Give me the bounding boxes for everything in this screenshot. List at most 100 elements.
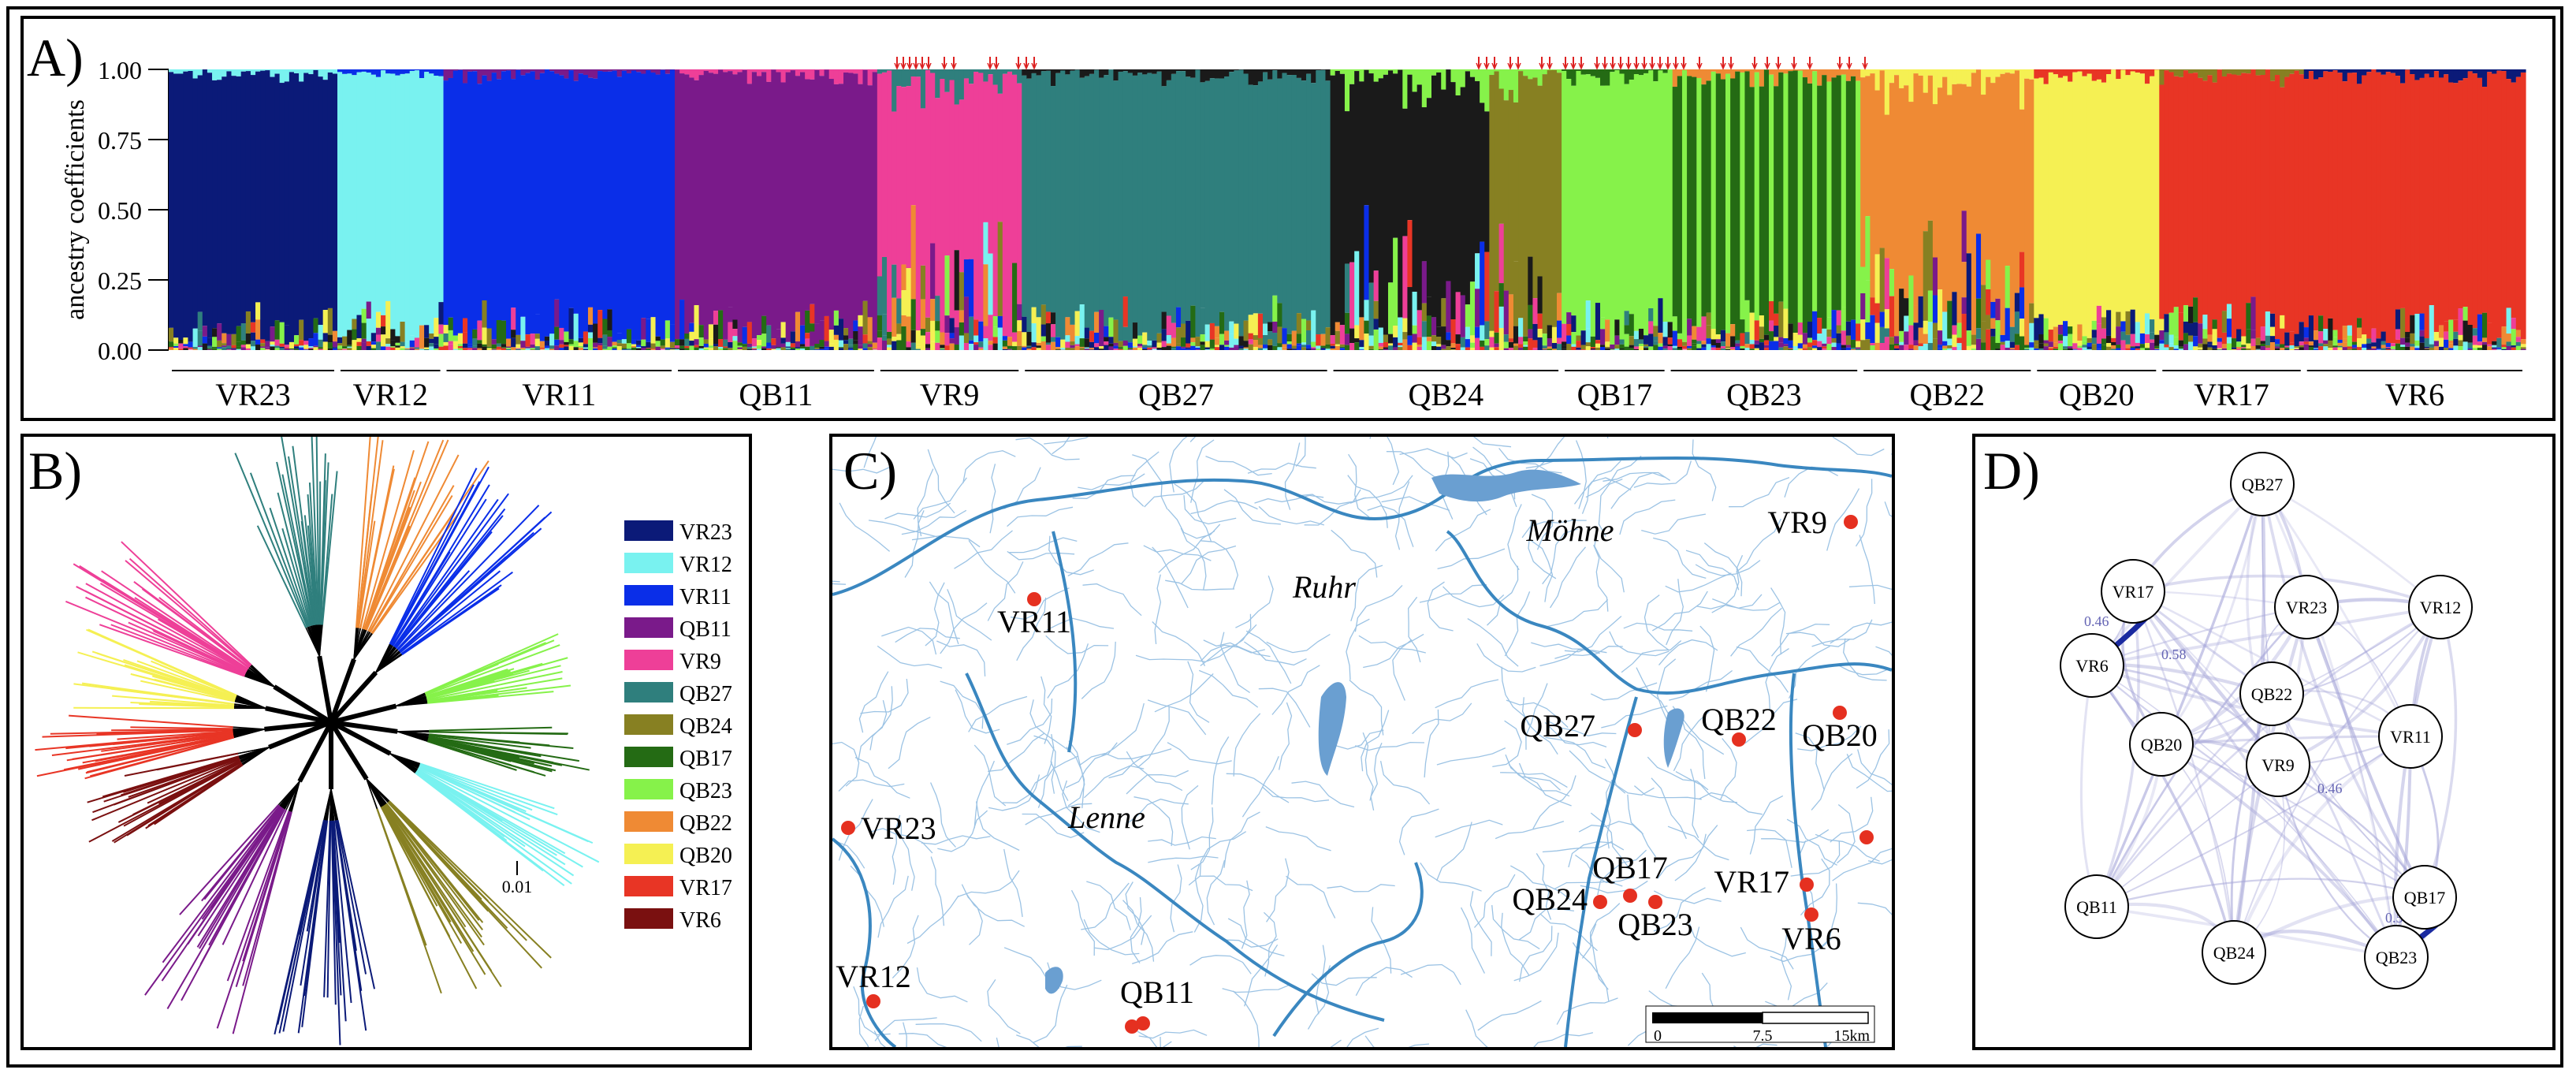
tree-tip-branch: [147, 763, 244, 827]
ancestry-bar-segment: [1600, 317, 1606, 330]
ancestry-bar-segment: [1079, 338, 1085, 347]
ancestry-bar-segment: [2313, 69, 2319, 80]
ancestry-bar-segment: [491, 339, 497, 345]
ancestry-bar-segment: [1874, 303, 1881, 323]
ancestry-bar-segment: [1398, 342, 1403, 346]
ancestry-bar-segment: [197, 347, 203, 350]
ancestry-bar-segment: [2284, 348, 2290, 350]
ancestry-bar-segment: [2381, 341, 2387, 345]
tree-tip-branch: [84, 590, 247, 673]
ancestry-bar-segment: [1002, 346, 1008, 349]
ancestry-bar-segment: [1416, 310, 1423, 337]
ancestry-bar-segment: [1045, 342, 1052, 345]
stream: [1633, 460, 1692, 488]
ancestry-bar-segment: [559, 69, 564, 76]
stream: [1007, 698, 1053, 745]
ancestry-bar-segment: [737, 69, 743, 73]
ancestry-bar-segment: [2120, 340, 2127, 348]
ancestry-bar-segment: [2390, 73, 2396, 344]
ancestry-bar-segment: [2294, 70, 2300, 334]
ancestry-bar-segment: [342, 346, 348, 349]
ancestry-bar-segment: [2347, 325, 2353, 336]
ancestry-bar-segment: [602, 69, 609, 72]
ancestry-bar-segment: [549, 69, 555, 72]
ancestry-bar-segment: [1012, 346, 1018, 350]
ancestry-bar-segment: [299, 340, 304, 346]
tree-tip-branch: [393, 493, 509, 648]
ancestry-bar-segment: [1359, 340, 1365, 348]
tree-tip-branch: [92, 757, 240, 814]
ancestry-bar-segment: [641, 318, 646, 340]
ancestry-bar-segment: [236, 348, 242, 350]
ancestry-bar-segment: [573, 80, 579, 314]
y-tick-label: 0.00: [98, 337, 142, 365]
ancestry-bar-segment: [1079, 69, 1085, 78]
ancestry-bar-segment: [2371, 346, 2377, 348]
ancestry-bar-segment: [1879, 342, 1885, 350]
tree-tip-branch: [392, 498, 487, 647]
stream: [1509, 865, 1572, 901]
ancestry-bar-segment: [1012, 263, 1018, 333]
ancestry-bar-segment: [2501, 348, 2507, 350]
ancestry-bar-segment: [375, 334, 382, 342]
ancestry-bar-segment: [554, 345, 560, 350]
ancestry-bar-segment: [1272, 345, 1278, 350]
ancestry-bar-segment: [2496, 347, 2503, 349]
ancestry-bar-segment: [2232, 338, 2237, 348]
ancestry-bar-segment: [265, 348, 271, 350]
ancestry-bar-segment: [2318, 77, 2324, 316]
ancestry-bar-segment: [2453, 319, 2459, 332]
ancestry-bar-segment: [221, 343, 227, 346]
sample-arrow-head: [1641, 62, 1647, 70]
ancestry-bar-segment: [1870, 297, 1876, 315]
ancestry-bar-segment: [1093, 347, 1100, 350]
ancestry-bar-segment: [1971, 348, 1977, 350]
ancestry-bar-segment: [544, 69, 550, 337]
ancestry-bar-segment: [313, 345, 319, 348]
ancestry-bar-segment: [2111, 341, 2116, 345]
ancestry-bar-segment: [728, 69, 733, 72]
tree-tip-branch: [249, 472, 310, 628]
ancestry-bar-segment: [457, 333, 463, 345]
ancestry-bar-segment: [2135, 69, 2141, 73]
stream: [1126, 798, 1189, 825]
ancestry-bar-segment: [1161, 86, 1167, 312]
ancestry-bar-segment: [728, 307, 733, 322]
ancestry-bar-segment: [1783, 69, 1789, 74]
ancestry-bar-segment: [2433, 332, 2440, 341]
ancestry-bar-segment: [2390, 69, 2396, 73]
ancestry-bar-segment: [255, 319, 261, 340]
ancestry-bar-segment: [1498, 328, 1505, 350]
ancestry-bar-segment: [1648, 346, 1654, 350]
stream: [954, 530, 1013, 569]
ancestry-bar-segment: [1089, 73, 1095, 331]
ancestry-bar-segment: [2400, 83, 2406, 308]
ancestry-bar-segment: [1017, 69, 1022, 84]
ancestry-bar-segment: [1870, 69, 1876, 74]
ancestry-bar-segment: [785, 72, 791, 342]
ancestry-bar-segment: [1600, 346, 1606, 350]
ancestry-bar-segment: [2043, 343, 2049, 347]
ancestry-bar-segment: [1455, 95, 1461, 293]
ancestry-bar-segment: [1152, 347, 1158, 349]
ancestry-bar-segment: [322, 341, 329, 348]
ancestry-bar-segment: [1528, 338, 1534, 350]
ancestry-bar-segment: [1923, 334, 1929, 345]
ancestry-bar-segment: [940, 348, 946, 350]
ancestry-bar-segment: [2019, 287, 2025, 319]
tree-tip-branch: [429, 731, 568, 735]
ancestry-bar-segment: [1841, 74, 1847, 307]
ancestry-bar-segment: [299, 347, 304, 350]
ancestry-bar-segment: [1908, 102, 1915, 276]
ancestry-bar-segment: [1354, 342, 1360, 350]
ancestry-bar-segment: [1074, 346, 1081, 350]
ancestry-bar-segment: [2385, 343, 2392, 348]
sample-arrow-head: [1602, 62, 1608, 70]
ancestry-bar-segment: [1932, 104, 1938, 258]
ancestry-bar-segment: [1104, 326, 1109, 337]
ancestry-bar-segment: [959, 272, 965, 311]
stream: [1003, 848, 1023, 918]
stream: [1699, 625, 1715, 692]
ancestry-bar-segment: [1156, 342, 1163, 348]
ancestry-bar-segment: [684, 345, 690, 348]
